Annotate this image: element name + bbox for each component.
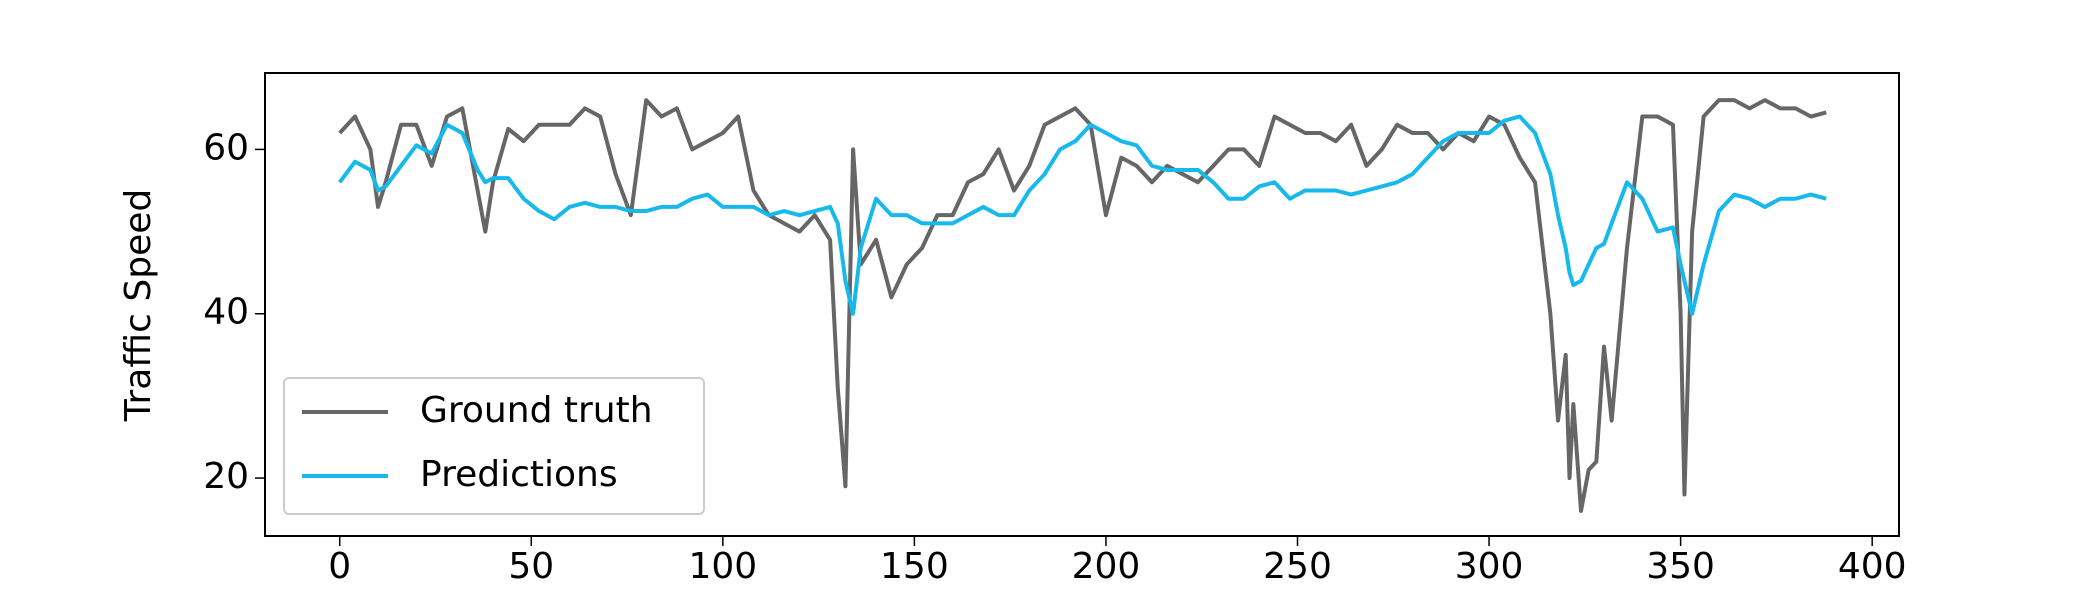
data-line bbox=[338, 114, 1827, 316]
y-tick-label: 60 bbox=[203, 127, 249, 168]
y-tick-label: 20 bbox=[203, 456, 249, 497]
plot-frame bbox=[264, 72, 1900, 537]
legend-label: Predictions bbox=[420, 454, 618, 495]
data-line bbox=[338, 98, 1827, 513]
y-axis-label: Traffic Speed bbox=[118, 189, 159, 422]
x-tick-label: 50 bbox=[508, 546, 554, 587]
x-tick-label: 200 bbox=[1072, 546, 1141, 587]
legend-label: Ground truth bbox=[420, 390, 653, 431]
x-tick-label: 250 bbox=[1263, 546, 1332, 587]
x-tick-label: 300 bbox=[1455, 546, 1524, 587]
y-tick-label: 40 bbox=[203, 292, 249, 333]
x-tick-label: 100 bbox=[688, 546, 757, 587]
legend-box bbox=[283, 377, 705, 515]
x-tick-label: 0 bbox=[328, 546, 351, 587]
x-tick-label: 400 bbox=[1838, 546, 1907, 587]
x-tick-label: 150 bbox=[880, 546, 949, 587]
x-tick-label: 350 bbox=[1646, 546, 1715, 587]
